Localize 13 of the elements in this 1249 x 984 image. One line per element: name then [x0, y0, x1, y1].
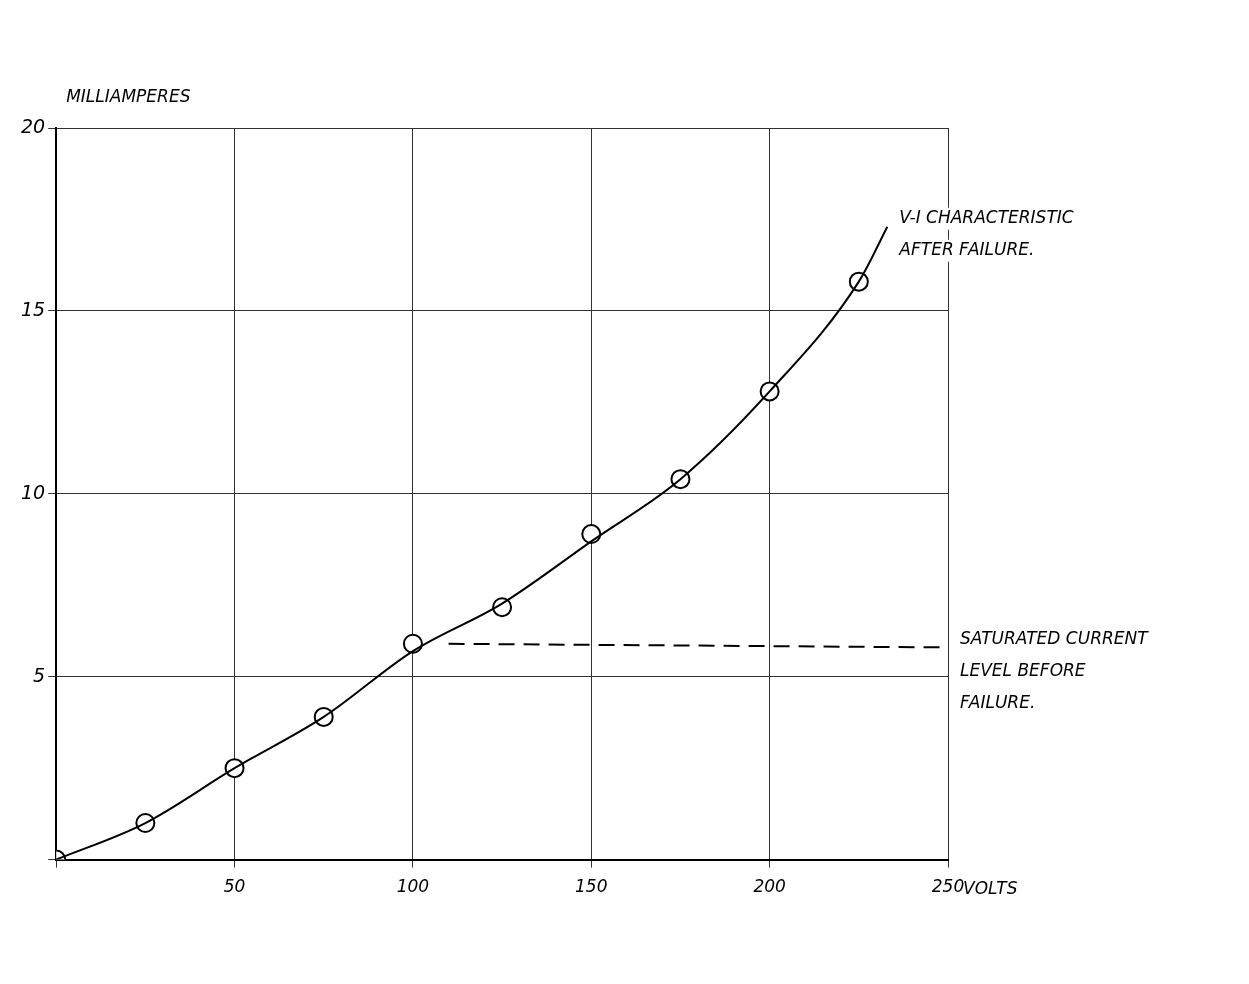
y-axis-title: MILLIAMPERES	[66, 86, 191, 107]
x-tick-label: 250	[931, 876, 965, 897]
x-tick-label: 150	[575, 876, 608, 897]
x-axis-title: VOLTS	[963, 878, 1018, 899]
y-tick-label: 20	[20, 114, 46, 137]
y-tick-label: 10	[20, 480, 46, 503]
x-tick-label: 100	[396, 876, 430, 897]
annotation: SATURATED CURRENT LEVEL BEFORE FAILURE.	[960, 627, 1150, 712]
x-tick-label: 50	[223, 876, 246, 897]
annotation: V-I CHARACTERISTIC AFTER FAILURE.	[898, 207, 1074, 260]
y-tick-label: 5	[33, 663, 46, 686]
x-tick-label: 200	[753, 876, 786, 897]
y-tick-label: 15	[20, 297, 46, 320]
